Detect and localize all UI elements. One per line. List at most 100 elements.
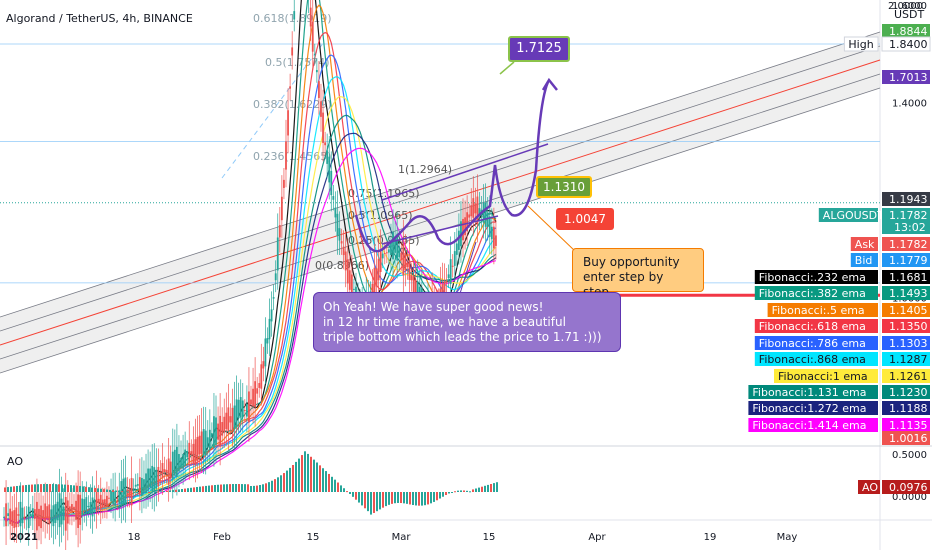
price-tag-label: Fibonacci:1.272 ema	[752, 402, 866, 415]
ao-bar	[493, 483, 495, 492]
price-tag-value-bg	[882, 286, 930, 300]
ao-bar	[346, 491, 348, 493]
price-tag-label-bg	[754, 336, 878, 350]
ao-bar	[373, 492, 375, 513]
ao-bar	[184, 488, 186, 492]
candle-body	[250, 399, 252, 405]
candle-body	[252, 388, 254, 407]
ao-bar	[334, 479, 336, 492]
ao-bar	[103, 489, 105, 492]
candle-body	[29, 513, 32, 516]
candle-body	[33, 509, 36, 519]
candle-body	[184, 449, 187, 466]
ao-bar	[85, 486, 87, 492]
candle-body	[77, 494, 79, 528]
price-tag-value-bg	[882, 70, 930, 84]
ao-bar	[52, 484, 54, 492]
ao-bar	[280, 475, 282, 492]
price-tag-value-bg	[882, 431, 930, 445]
ao-bar	[343, 488, 345, 492]
candle-body	[274, 273, 277, 281]
candle-body	[353, 288, 355, 290]
ao-bar	[211, 485, 213, 492]
target-value: 1.7125	[516, 41, 562, 56]
candle-body	[46, 506, 49, 519]
candle-body	[283, 179, 285, 188]
ao-bar	[283, 473, 285, 492]
channel-line	[0, 73, 881, 360]
candle-body	[462, 218, 464, 241]
ao-bar	[214, 484, 216, 492]
ao-bar	[79, 486, 81, 492]
ao-bar	[307, 453, 309, 492]
ao-bar	[316, 462, 318, 492]
channel-line	[0, 59, 881, 346]
ao-bar	[376, 492, 378, 512]
ao-bar	[391, 492, 393, 504]
price-tag-value: 1.1230	[889, 386, 928, 399]
ao-bar	[112, 490, 114, 492]
ao-bar	[265, 483, 267, 492]
price-tag-label-bg	[774, 369, 878, 383]
ao-bar	[421, 492, 423, 506]
candle-body	[373, 267, 376, 301]
candle-body	[83, 499, 86, 511]
candle-body	[464, 217, 466, 236]
price-tag-value-bg	[882, 208, 930, 234]
candle-body	[396, 233, 399, 261]
ao-bar	[157, 491, 159, 493]
ao-title: AO	[7, 455, 23, 468]
candle-body	[406, 262, 409, 267]
fib-levels: 0.618(1.8919)0.5(1.7574)0.382(1.6229)0.2…	[0, 12, 880, 297]
ao-bar	[76, 485, 78, 492]
ao-bar	[403, 492, 405, 504]
price-tag-value: 1.7013	[889, 71, 928, 84]
candle-body	[258, 383, 261, 388]
ao-bar	[400, 492, 402, 504]
ao-bar	[295, 461, 297, 492]
price-tag-value: 1.8844	[889, 25, 928, 38]
ao-bar	[46, 484, 48, 492]
candle-body	[254, 381, 257, 408]
ao-bar	[259, 485, 261, 492]
fib-label: 0.5(1.0965)	[348, 209, 413, 222]
ao-bar	[478, 487, 480, 492]
candle-body	[474, 203, 477, 214]
candle-body	[206, 437, 209, 448]
candle-body	[400, 252, 403, 261]
candle-body	[52, 505, 55, 527]
ao-bar	[70, 485, 72, 492]
currency-label[interactable]: USDT	[894, 8, 925, 21]
ao-bar	[235, 484, 237, 492]
candle-body	[190, 451, 193, 455]
y-tick-label: 1.6000	[892, 1, 927, 12]
ao-bar	[40, 484, 42, 492]
ao-value-bg	[882, 480, 930, 494]
candle-body	[36, 501, 38, 531]
price-tag-label-bg	[754, 286, 878, 300]
candle-body	[176, 446, 178, 477]
ao-bar	[277, 477, 279, 492]
price-tag-label: Fibonacci:.232 ema	[759, 271, 866, 284]
candle-body	[17, 514, 20, 516]
candle-body	[264, 338, 267, 367]
candle-body	[9, 508, 12, 525]
ao-bar	[124, 491, 126, 493]
fib-label: 1(1.2964)	[398, 163, 452, 176]
candle-body	[75, 500, 77, 520]
ao-bar	[274, 479, 276, 492]
ao-bar	[331, 476, 333, 492]
candle-body	[233, 405, 236, 430]
candle-body	[270, 309, 273, 322]
candle-body	[336, 213, 339, 237]
candle-body	[73, 506, 75, 511]
candle-body	[31, 508, 34, 519]
price-tag-label: Fibonacci:.786 ema	[759, 337, 866, 350]
candle-body	[19, 501, 22, 527]
candle-body	[375, 268, 378, 287]
ao-tag-bg	[858, 480, 880, 494]
news-pointer	[457, 241, 477, 301]
candle-body	[167, 458, 170, 485]
ao-bar	[445, 492, 447, 496]
